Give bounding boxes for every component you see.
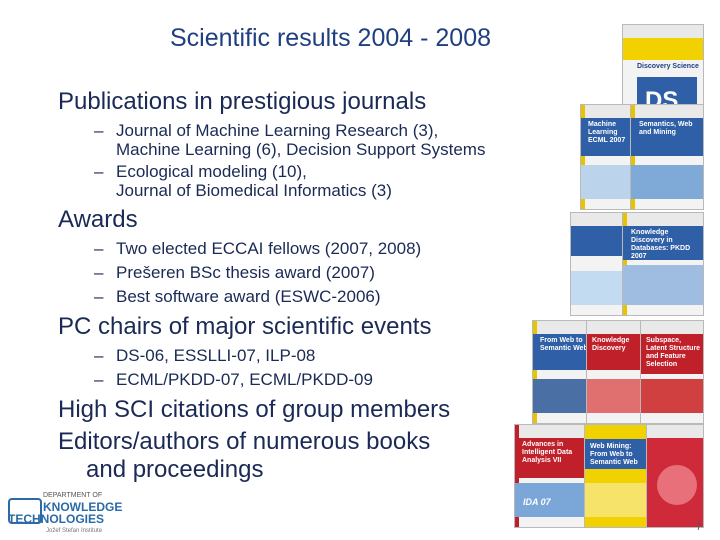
book-cover-interdisciplinary [570,212,626,316]
book-cover-web-to-semantic-web: From Web to Semantic Web [532,320,590,424]
heading-awards: Awards [58,206,138,233]
bullet-item: – Journal of Machine Learning Research (3… [94,121,439,140]
heading-publications: Publications in prestigious journals [58,88,427,115]
bullet-item: – ECML/PKDD-07, ECML/PKDD-09 [94,370,373,389]
heading-editors: Editors/authors of numerous books [58,428,431,455]
bullet-item: – DS-06, ESSLLI-07, ILP-08 [94,346,316,365]
book-cover-semantics-web-mining: Semantics, Web and Mining [630,104,704,210]
book-cover-pkdd-2007: Knowledge Discovery in Databases: PKDD 2… [622,212,704,316]
heading-citations: High SCI citations of group members [58,396,451,423]
heading-editors-cont: and proceedings [86,456,264,483]
bullet-item: – Ecological modeling (10), [94,162,307,181]
book-cover-subspace: Subspace, Latent Structure and Feature S… [640,320,704,424]
bullet-item-cont: Machine Learning (6), Decision Support S… [116,140,486,159]
book-cover-knowledge-discovery: Knowledge Discovery [586,320,646,424]
book-cover-ida-vii: Advances in Intelligent Data Analysis VI… [514,424,586,528]
book-cover-ecml-2007: Machine Learning ECML 2007 [580,104,632,210]
department-logo: DEPARTMENT OF KNOWLEDGE TECHNOLOGIES Jož… [8,492,123,534]
bullet-item: – Prešeren BSc thesis award (2007) [94,263,375,282]
slide-title: Scientific results 2004 - 2008 [170,24,492,52]
book-cover-red-abstract [646,424,704,528]
heading-pc-chairs: PC chairs of major scientific events [58,313,432,340]
bullet-item: – Best software award (ESWC-2006) [94,287,381,306]
book-cover-web-mining: Web Mining: From Web to Semantic Web [584,424,648,528]
bullet-item-cont: Journal of Biomedical Informatics (3) [116,181,392,200]
bullet-item: – Two elected ECCAI fellows (2007, 2008) [94,239,422,258]
page-number: 7 [696,522,702,533]
